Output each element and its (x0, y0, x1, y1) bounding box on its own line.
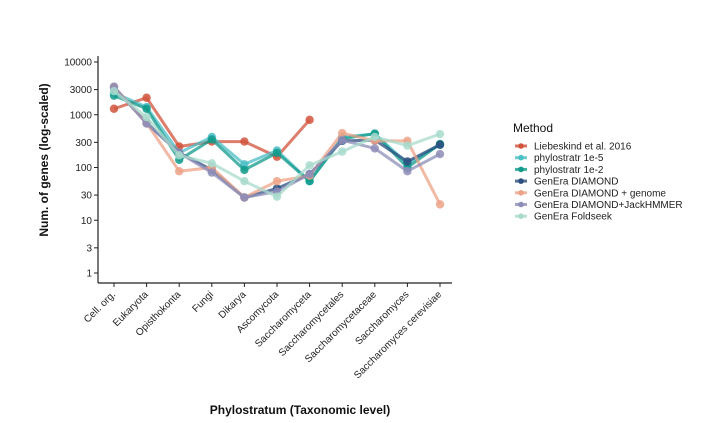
legend-title: Method (513, 121, 553, 135)
data-point (338, 147, 347, 156)
series-genera-foldseek (109, 86, 445, 201)
data-point (403, 157, 412, 166)
data-point (272, 148, 282, 157)
data-point (435, 200, 445, 209)
data-point (435, 129, 445, 139)
y-tick-label: 3000 (70, 85, 93, 96)
data-point (207, 159, 216, 168)
legend-swatch-dot (518, 190, 524, 196)
data-point (207, 135, 216, 144)
x-tick-label: Fungi (190, 289, 215, 314)
legend-swatch-dot (518, 154, 524, 161)
data-point (109, 104, 119, 113)
legend-entry-label: GenEra DIAMOND+JackHMMER (534, 200, 683, 211)
data-point (240, 193, 249, 202)
data-point (370, 144, 379, 153)
data-point (338, 128, 347, 138)
legend-entry-label: GenEra DIAMOND (534, 177, 618, 188)
data-point (142, 93, 151, 102)
data-point (338, 135, 347, 145)
y-axis-title: Num. of genes (log-scaled) (37, 83, 51, 236)
series-phylostratr-1e-2 (109, 91, 445, 186)
data-point (435, 149, 445, 159)
y-tick-label: 100 (75, 163, 92, 174)
y-tick-label: 300 (75, 138, 92, 149)
data-point (175, 151, 184, 160)
y-tick-label: 3 (86, 243, 92, 254)
data-point (305, 115, 314, 125)
data-point (403, 141, 412, 150)
data-point (240, 137, 249, 146)
axes: 1 3 10 30 100 300 1000 3000 10000 (64, 56, 452, 284)
legend-swatch-dot (518, 178, 524, 184)
data-point (240, 176, 249, 186)
data-point (175, 167, 184, 176)
y-tick-label: 10000 (64, 58, 92, 69)
data-point (240, 165, 249, 175)
data-point (272, 176, 282, 186)
legend-swatch-dot (518, 166, 524, 173)
data-point (142, 104, 151, 113)
data-point (403, 167, 412, 176)
legend-swatch-dot (518, 201, 524, 208)
y-tick-label: 1000 (70, 110, 93, 121)
legend-entry-label: Liebeskind et al. 2016 (534, 142, 632, 153)
x-tick-label: Dikarya (217, 289, 249, 321)
legend-entry-label: phylostratr 1e-5 (534, 153, 604, 164)
data-point (142, 112, 151, 122)
x-tick-label: Saccharomyceta (253, 289, 314, 350)
data-point (207, 168, 216, 177)
data-point (370, 132, 379, 142)
legend-entry-label: GenEra DIAMOND + genome (534, 188, 666, 199)
legend: Method Liebeskind et al. 2016phylostratr… (513, 121, 683, 223)
data-point (109, 86, 119, 96)
data-point (305, 161, 314, 170)
legend-swatch-dot (518, 143, 524, 149)
legend-entry-label: GenEra Foldseek (534, 212, 613, 223)
y-tick-label: 1 (86, 269, 92, 280)
series-layer (109, 82, 445, 209)
y-tick-label: 30 (81, 191, 93, 202)
legend-swatch-dot (518, 213, 524, 219)
y-tick-label: 10 (81, 216, 93, 227)
x-axis-title: Phylostratum (Taxonomic level) (210, 403, 391, 417)
data-point (272, 192, 282, 201)
legend-entry-label: phylostratr 1e-2 (534, 165, 604, 176)
data-point (435, 140, 445, 149)
data-point (305, 169, 314, 179)
